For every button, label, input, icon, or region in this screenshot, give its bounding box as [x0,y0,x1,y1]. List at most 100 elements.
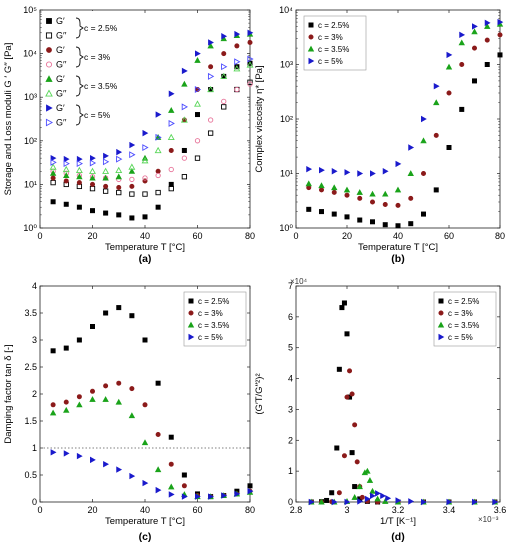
data-point [234,58,241,66]
data-point [181,174,188,180]
data-point [306,206,312,212]
data-point [129,215,135,221]
data-point [181,493,188,500]
data-point [63,450,70,457]
data-point [63,160,70,168]
data-point [247,39,253,45]
data-point [343,186,351,193]
data-point [103,310,109,316]
y-tick-label: 1 [32,443,37,453]
legend-entry: c = 5% [318,57,343,66]
data-point [208,39,214,46]
data-point [142,337,148,343]
data-point [102,188,109,194]
data-point [90,323,96,329]
y-tick-label: 10⁴ [23,49,37,59]
data-point [181,80,188,87]
data-point [344,331,350,337]
x-tick-label: 20 [342,231,352,241]
data-point [142,479,149,487]
data-point [116,305,122,311]
data-point [116,212,122,218]
x-tick-label: 3 [344,505,349,515]
data-point [247,60,253,66]
y-tick-label: 10⁴ [279,5,293,15]
data-point [168,185,174,192]
data-point [116,184,122,190]
data-point [62,165,70,173]
legend-entry: c = 3.5% [198,321,229,330]
data-point [446,144,452,150]
data-point [188,333,195,341]
y-tick-label: 10⁰ [23,223,37,233]
data-point [194,86,202,93]
legend-symbol: G′′ [56,118,67,128]
data-point [433,99,440,106]
data-point [208,64,214,70]
data-point [128,167,136,174]
legend-entry: c = 2.5% [448,297,479,306]
data-series [308,490,499,506]
legend-entry: c = 3.5% [448,321,479,330]
data-point [305,180,312,187]
legend-entry: c = 2.5% [198,297,229,306]
y-tick-label: 5 [288,343,293,353]
data-point [352,484,358,490]
data-point [364,467,371,474]
data-point [116,155,123,163]
data-point [167,133,175,140]
data-point [168,483,175,490]
legend: c = 2.5% c = 3% c = 3.5% c = 5% [183,291,247,347]
legend-entry: c = 5% [448,333,473,342]
x-tick-label: 40 [140,231,150,241]
data-series [49,61,254,174]
data-point [433,187,439,193]
legend-box [303,15,367,71]
data-point [344,214,350,220]
data-point [89,159,97,167]
data-point [168,461,174,467]
data-point [207,42,214,49]
data-point [90,181,96,187]
data-point [90,456,96,464]
data-point [142,402,148,408]
data-point [90,388,96,394]
x-tick-label: 80 [245,231,255,241]
data-point [336,490,342,496]
data-point [344,498,351,506]
legend-symbol: G′′ [56,60,67,70]
y-tick-label: 7 [288,281,293,291]
x-tick-label: 20 [87,505,97,515]
data-point [471,23,478,30]
data-point [433,132,439,138]
data-point [408,498,415,505]
data-point [46,104,53,112]
data-point [220,72,228,80]
data-point [233,65,241,72]
data-point [89,185,96,192]
legend: c = 2.5% c = 3% c = 3.5% c = 5% [433,291,497,347]
data-point [195,50,201,57]
legend-symbol: G′ [56,16,65,26]
data-point [76,452,83,460]
legend-entry: c = 2.5% [318,21,349,30]
data-point [308,34,314,40]
data-point [357,195,363,201]
data-point [484,37,490,43]
chart-panel: 2.8 3 3.2 3.4 3.6 0 1 2 3 4 5 6 7×10⁴ ×10⁻³ 1/T [K⁻¹] (… [254,277,506,543]
legend-brace [75,46,84,68]
data-point [344,169,351,176]
y-tick-label: 3.5 [24,308,37,318]
data-point [438,298,444,304]
data-series [306,18,504,177]
data-point [155,172,161,179]
data-point [445,63,453,70]
data-point [181,67,188,75]
data-point [374,495,381,502]
data-point [194,100,201,107]
data-point [128,163,136,170]
data-point [63,406,70,413]
data-point [247,483,253,489]
y-tick-label: 2 [288,435,293,445]
